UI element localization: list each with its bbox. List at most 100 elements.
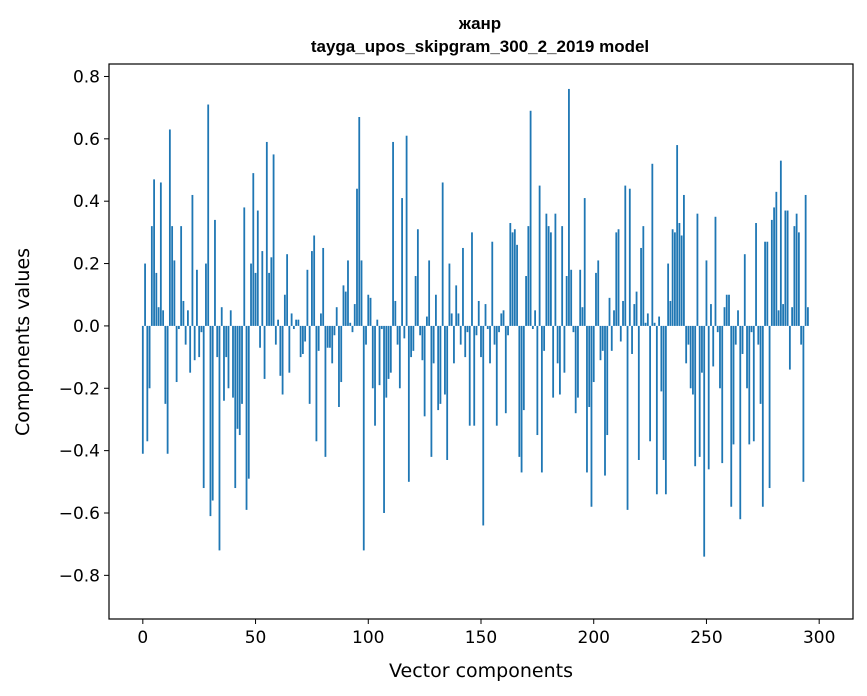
bar-196 [583, 198, 586, 326]
bar-33 [216, 325, 219, 358]
bar-2 [146, 325, 149, 442]
bar-271 [752, 325, 755, 442]
y-tick-label: 0.0 [73, 317, 100, 337]
bar-15 [175, 325, 178, 383]
bar-124 [421, 325, 424, 361]
bar-79 [320, 313, 322, 326]
bar-14 [173, 260, 176, 326]
bar-224 [646, 313, 649, 326]
bar-208 [610, 325, 613, 351]
bar-90 [344, 291, 347, 326]
bar-203 [599, 325, 602, 361]
bar-115 [401, 198, 403, 326]
bar-88 [340, 325, 343, 383]
bar-230 [660, 325, 663, 392]
bar-111 [392, 141, 394, 326]
bar-16 [177, 325, 180, 330]
bar-128 [430, 325, 433, 457]
bar-59 [274, 325, 277, 345]
bar-263 [734, 325, 737, 345]
bar-251 [707, 325, 710, 470]
bar-series [141, 88, 809, 557]
bar-19 [184, 325, 187, 345]
bar-243 [689, 325, 692, 389]
bar-32 [214, 219, 216, 326]
bar-104 [376, 319, 379, 326]
y-tick-label: −0.6 [59, 504, 100, 524]
bar-50 [254, 272, 257, 326]
bar-207 [608, 297, 611, 326]
bar-266 [741, 325, 744, 354]
bar-146 [471, 232, 473, 326]
bar-76 [313, 235, 316, 326]
bar-226 [651, 163, 654, 326]
bar-175 [536, 325, 539, 436]
bar-191 [572, 325, 575, 333]
bar-181 [549, 232, 552, 326]
bar-87 [338, 325, 340, 407]
bar-273 [757, 325, 760, 345]
bar-100 [367, 294, 370, 326]
bar-202 [597, 260, 600, 326]
bar-265 [739, 325, 742, 520]
bar-248 [701, 325, 703, 373]
bar-293 [802, 325, 805, 482]
bar-209 [613, 310, 615, 326]
bar-289 [793, 226, 796, 326]
bar-254 [714, 216, 717, 326]
bar-17 [180, 226, 183, 326]
y-tick-label: 0.8 [73, 67, 100, 87]
bar-72 [304, 325, 307, 342]
bar-23 [193, 325, 196, 361]
bar-169 [522, 325, 525, 411]
bar-129 [432, 325, 435, 364]
bar-105 [378, 325, 381, 386]
bar-168 [520, 325, 523, 473]
bar-151 [482, 325, 485, 526]
bar-268 [746, 325, 748, 389]
bar-183 [554, 213, 557, 326]
bar-212 [619, 325, 622, 342]
bar-66 [290, 313, 293, 326]
bar-21 [189, 325, 192, 373]
bar-144 [466, 325, 469, 333]
bar-258 [723, 307, 726, 326]
bar-34 [218, 325, 221, 551]
bar-264 [737, 310, 739, 326]
x-tick-label: 250 [690, 628, 722, 648]
bar-141 [459, 325, 462, 345]
bar-142 [462, 247, 464, 326]
bar-188 [565, 276, 568, 326]
bar-161 [504, 325, 507, 414]
bar-291 [797, 232, 800, 326]
bar-211 [617, 229, 620, 326]
bar-259 [725, 294, 728, 326]
bar-220 [637, 325, 640, 460]
bar-123 [419, 325, 422, 336]
bar-133 [441, 182, 444, 326]
bar-80 [322, 247, 325, 326]
bar-287 [788, 325, 791, 370]
bar-135 [446, 325, 449, 460]
bar-27 [202, 325, 205, 489]
bar-172 [529, 110, 532, 326]
bar-269 [748, 325, 751, 445]
bar-130 [435, 294, 437, 326]
bar-44 [241, 325, 243, 404]
bar-270 [750, 325, 753, 333]
bar-114 [398, 325, 401, 389]
bar-127 [428, 260, 431, 326]
bar-103 [374, 325, 376, 426]
bar-292 [800, 325, 803, 345]
y-tick-label: −0.2 [59, 379, 100, 399]
bar-117 [405, 135, 408, 326]
bar-239 [680, 235, 683, 326]
bar-167 [518, 325, 521, 457]
y-tick-label: −0.8 [59, 566, 100, 586]
bar-173 [531, 325, 534, 330]
bar-134 [444, 325, 446, 395]
bar-73 [306, 269, 309, 326]
bar-122 [416, 229, 419, 326]
bar-290 [795, 213, 798, 326]
bar-113 [396, 325, 399, 345]
